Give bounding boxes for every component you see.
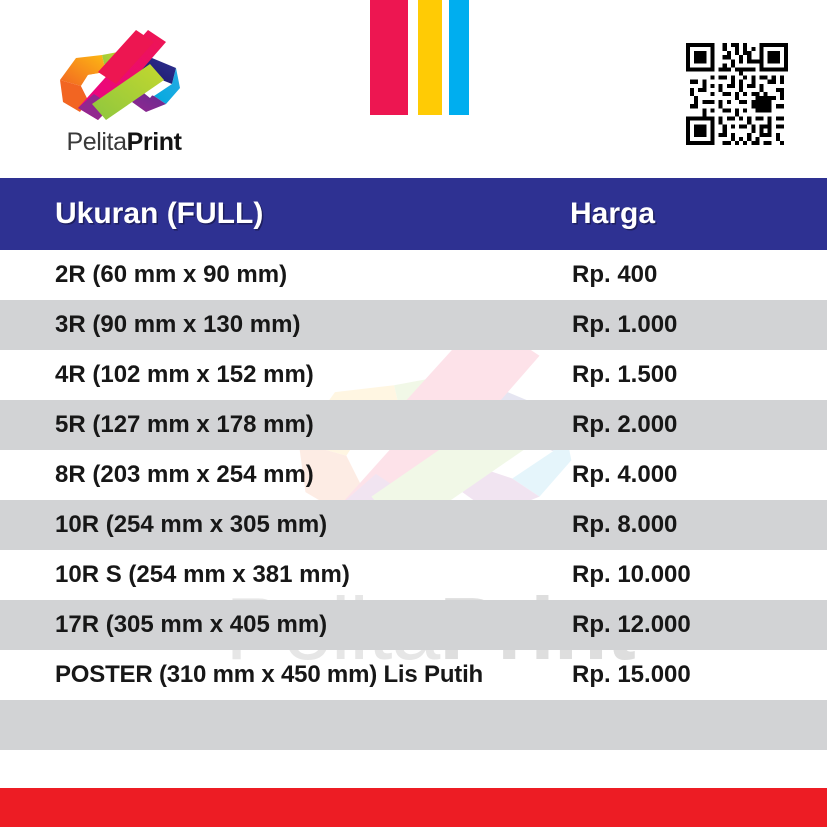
cell-price: Rp. 12.000 bbox=[572, 611, 691, 638]
cell-price: Rp. 400 bbox=[572, 261, 658, 288]
table-inner: Ukuran (FULL) Harga 2R (60 mm x 90 mm) Rp… bbox=[0, 178, 827, 800]
cell-price: Rp. 4.000 bbox=[572, 461, 678, 488]
table-row: 4R (102 mm x 152 mm) Rp. 1.500 bbox=[0, 350, 827, 400]
table-rows: 2R (60 mm x 90 mm) Rp. 400 3R (90 mm x 130… bbox=[0, 250, 827, 800]
column-header-size: Ukuran (FULL) bbox=[55, 197, 264, 230]
cell-price: Rp. 1.000 bbox=[572, 311, 678, 338]
bottom-accent-bar bbox=[0, 788, 827, 827]
table-row: 3R (90 mm x 130 mm) Rp. 1.000 bbox=[0, 300, 827, 350]
cell-size: 10R (254 mm x 305 mm) bbox=[55, 511, 328, 538]
table-row: 17R (305 mm x 405 mm) Rp. 12.000 bbox=[0, 600, 827, 650]
table-header-row: Ukuran (FULL) Harga bbox=[0, 178, 827, 250]
cyan-bar bbox=[449, 0, 469, 115]
table-row: 5R (127 mm x 178 mm) Rp. 2.000 bbox=[0, 400, 827, 450]
brand-name-light: Pelita bbox=[66, 128, 127, 156]
cell-price: Rp. 15.000 bbox=[572, 661, 691, 688]
table-row bbox=[0, 700, 827, 750]
cmyk-color-bars bbox=[370, 0, 478, 115]
table-row: POSTER (310 mm x 450 mm) Lis Putih Rp. 15… bbox=[0, 650, 827, 700]
cell-size: 8R (203 mm x 254 mm) bbox=[55, 461, 314, 488]
cell-size: 10R S (254 mm x 381 mm) bbox=[55, 561, 350, 588]
table-row: 10R (254 mm x 305 mm) Rp. 8.000 bbox=[0, 500, 827, 550]
cell-size: 4R (102 mm x 152 mm) bbox=[55, 361, 314, 388]
table-row: 10R S (254 mm x 381 mm) Rp. 10.000 bbox=[0, 550, 827, 600]
cell-price: Rp. 1.500 bbox=[572, 361, 678, 388]
brand-name-bold: Print bbox=[126, 128, 182, 156]
column-header-price: Harga bbox=[570, 197, 656, 230]
table-row: 8R (203 mm x 254 mm) Rp. 4.000 bbox=[0, 450, 827, 500]
pelitaprint-ribbon-logo-icon bbox=[54, 28, 186, 124]
cell-size: 2R (60 mm x 90 mm) bbox=[55, 261, 288, 288]
cell-size: 3R (90 mm x 130 mm) bbox=[55, 311, 301, 338]
cell-price: Rp. 8.000 bbox=[572, 511, 678, 538]
cell-size: 5R (127 mm x 178 mm) bbox=[55, 411, 314, 438]
yellow-bar bbox=[418, 0, 442, 115]
qr-code-icon[interactable] bbox=[686, 43, 788, 145]
cell-size: POSTER (310 mm x 450 mm) Lis Putih bbox=[55, 661, 484, 688]
price-table: PelitaPrint Ukuran (FULL) Harga 2R (60 m… bbox=[0, 178, 827, 788]
magenta-bar bbox=[370, 0, 408, 115]
cell-size: 17R (305 mm x 405 mm) bbox=[55, 611, 328, 638]
top-banner: PelitaPrint bbox=[0, 0, 827, 178]
brand-wordmark: PelitaPrint bbox=[44, 128, 204, 157]
brand-logo-block: PelitaPrint bbox=[44, 28, 204, 168]
table-row: 2R (60 mm x 90 mm) Rp. 400 bbox=[0, 250, 827, 300]
cell-price: Rp. 2.000 bbox=[572, 411, 678, 438]
cell-price: Rp. 10.000 bbox=[572, 561, 691, 588]
